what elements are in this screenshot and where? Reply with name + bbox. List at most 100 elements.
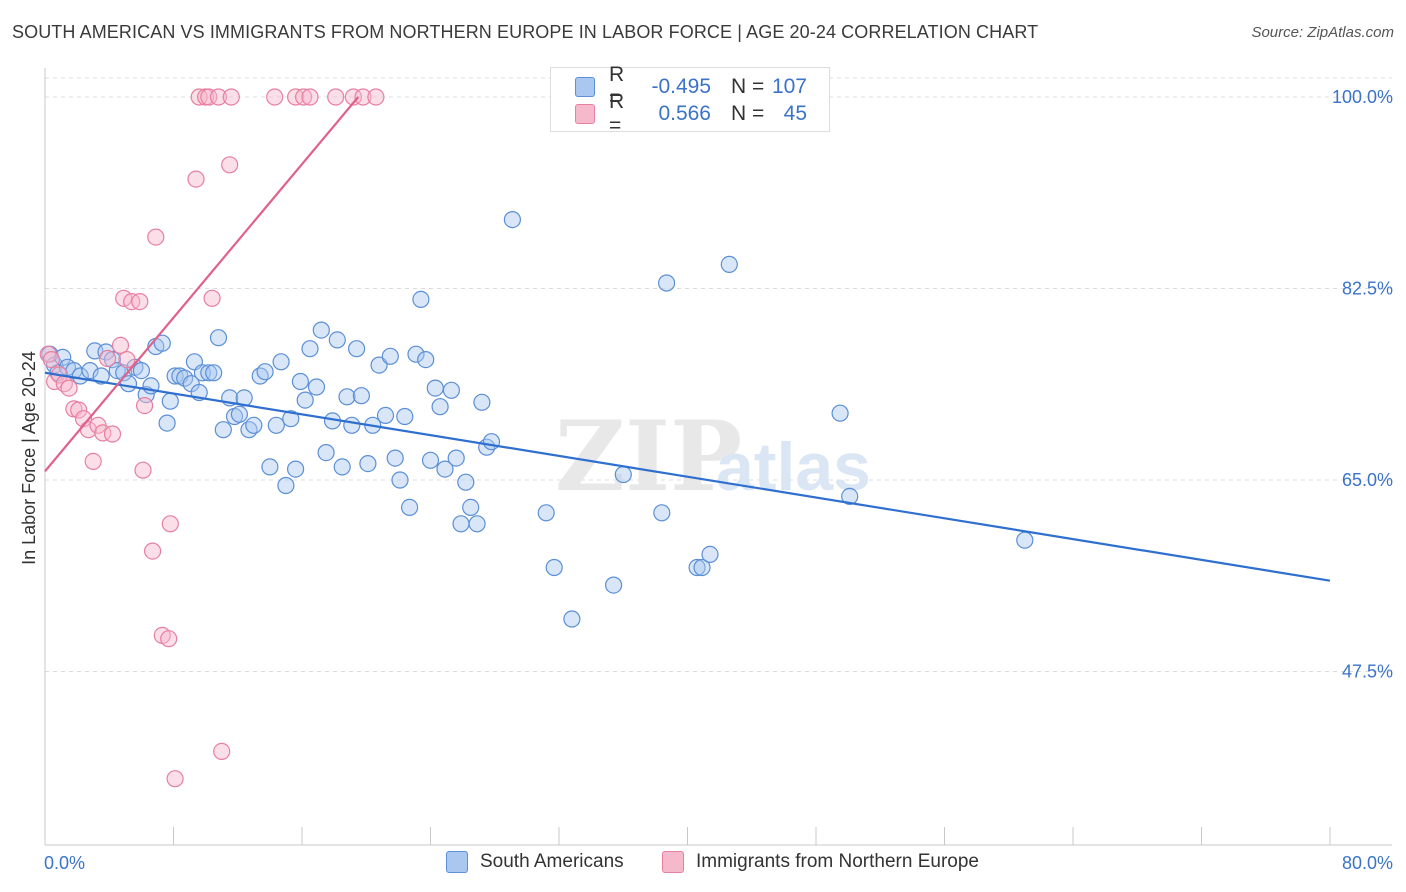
point-northern-europe: [327, 88, 345, 106]
point-northern-europe: [136, 397, 154, 415]
point-south-american: [205, 364, 223, 382]
point-northern-europe: [70, 401, 88, 419]
y-axis-label: In Labor Force | Age 20-24: [19, 351, 39, 565]
point-northern-europe: [134, 461, 152, 479]
point-northern-europe: [60, 379, 78, 397]
r-value: -0.495: [651, 75, 711, 98]
point-south-american: [245, 416, 263, 434]
point-south-american: [359, 455, 377, 473]
n-value: 107: [771, 75, 807, 98]
point-south-american: [214, 421, 232, 439]
point-south-american: [352, 387, 370, 405]
legend-label: Immigrants from Northern Europe: [696, 851, 979, 872]
y-tick-label: 47.5%: [1342, 662, 1393, 682]
point-south-american: [396, 407, 414, 426]
legend-item-south-americans[interactable]: South Americans: [446, 851, 624, 873]
r-label: R =: [609, 90, 625, 137]
point-south-american: [296, 391, 314, 409]
point-south-american: [693, 558, 711, 577]
point-northern-europe: [39, 345, 57, 363]
point-south-american: [431, 398, 449, 416]
point-south-american: [563, 610, 581, 628]
point-south-american: [447, 449, 465, 467]
point-south-american: [277, 476, 295, 495]
source-label: Source: ZipAtlas.com: [1251, 24, 1394, 41]
point-south-american: [343, 416, 361, 434]
point-south-american: [1016, 531, 1034, 549]
point-northern-europe: [200, 88, 218, 106]
legend-label: South Americans: [480, 851, 624, 872]
n-label: N =: [731, 75, 765, 98]
n-label: N =: [731, 102, 765, 125]
point-northern-europe: [161, 515, 179, 533]
point-south-american: [457, 473, 475, 491]
point-northern-europe: [144, 542, 162, 560]
point-south-american: [312, 321, 330, 339]
point-northern-europe: [160, 630, 178, 648]
point-northern-europe: [98, 349, 117, 368]
point-south-american: [653, 504, 671, 522]
tick-labels: 47.5% 65.0% 82.5% 100.0% 0.0% 80.0%: [44, 87, 1393, 873]
point-south-american: [301, 340, 319, 358]
point-south-american: [426, 379, 444, 397]
point-south-american: [153, 334, 171, 352]
point-south-american: [604, 576, 623, 594]
point-northern-europe: [111, 336, 130, 354]
point-northern-europe: [84, 452, 102, 470]
point-northern-europe: [354, 88, 372, 106]
point-south-american: [614, 465, 632, 484]
point-south-american: [92, 367, 110, 385]
stats-legend: R = -0.495 N = 107 R = 0.566 N = 45: [550, 63, 830, 137]
point-northern-europe: [147, 228, 165, 246]
point-south-american: [317, 444, 335, 462]
point-south-american: [376, 406, 395, 424]
point-northern-europe: [118, 351, 136, 369]
point-northern-europe: [42, 351, 61, 369]
point-south-american: [370, 356, 388, 374]
point-south-american: [417, 351, 435, 369]
legend-swatch-blue: [575, 77, 595, 97]
point-south-american: [421, 451, 440, 469]
point-south-american: [381, 347, 399, 365]
point-south-american: [333, 458, 351, 476]
point-south-american: [115, 364, 133, 382]
point-south-american: [386, 449, 404, 467]
point-northern-europe: [203, 289, 221, 307]
trendline-south-americans: [44, 371, 1331, 582]
point-northern-europe: [344, 88, 362, 106]
point-northern-europe: [190, 88, 208, 106]
point-south-american: [473, 393, 491, 411]
point-south-american: [307, 378, 326, 396]
point-south-american: [688, 558, 706, 577]
point-northern-europe: [187, 170, 205, 188]
series-legend: South Americans Immigrants from Northern…: [0, 851, 1406, 877]
point-south-american: [407, 345, 425, 363]
grid-lines: [45, 77, 1392, 672]
point-south-american: [720, 255, 738, 273]
point-south-american: [287, 460, 305, 478]
point-south-american: [81, 362, 99, 380]
r-label: R =: [609, 63, 625, 110]
point-northern-europe: [166, 770, 184, 788]
point-northern-europe: [367, 88, 385, 106]
point-south-american: [657, 274, 676, 292]
point-northern-europe: [266, 88, 284, 106]
legend-item-northern-europe[interactable]: Immigrants from Northern Europe: [662, 851, 979, 873]
point-south-american: [401, 498, 419, 516]
point-south-american: [537, 504, 555, 522]
point-south-american: [261, 458, 279, 476]
point-south-american: [462, 498, 480, 516]
point-south-american: [338, 388, 356, 406]
legend-row-northern-europe: R = 0.566 N = 45: [575, 90, 807, 137]
y-tick-label: 65.0%: [1342, 470, 1393, 490]
point-northern-europe: [131, 293, 149, 311]
point-south-american: [831, 404, 849, 422]
point-south-american: [272, 353, 290, 371]
trend-lines: [44, 96, 1331, 582]
point-south-american: [391, 471, 409, 489]
point-south-american: [256, 363, 274, 381]
point-south-american: [545, 558, 563, 577]
point-northern-europe: [103, 425, 122, 443]
point-south-american: [503, 211, 522, 229]
